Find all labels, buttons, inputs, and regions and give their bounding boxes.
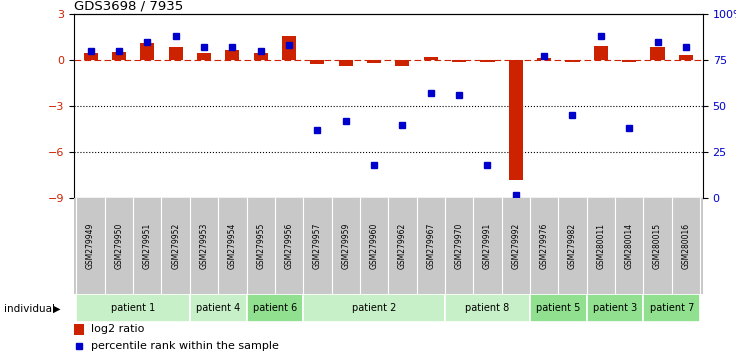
Bar (311, 60, 325, 64)
Text: individual: individual (4, 304, 54, 314)
Text: GSM279950: GSM279950 (115, 223, 124, 269)
Text: patient 5: patient 5 (536, 303, 581, 313)
Text: GSM280016: GSM280016 (682, 223, 690, 269)
Text: patient 1: patient 1 (111, 303, 155, 313)
Bar (622, 60, 636, 62)
Bar (197, 52, 211, 60)
Text: GSM279967: GSM279967 (426, 223, 435, 269)
Text: GSM279952: GSM279952 (171, 223, 180, 269)
Bar (587, 295, 643, 321)
Bar (247, 295, 303, 321)
Bar (565, 60, 579, 62)
Bar (643, 295, 700, 321)
Bar (537, 58, 551, 60)
Text: GSM280014: GSM280014 (625, 223, 634, 269)
Text: GSM279957: GSM279957 (313, 223, 322, 269)
Text: patient 2: patient 2 (352, 303, 396, 313)
Text: GSM279976: GSM279976 (539, 223, 548, 269)
Bar (395, 60, 409, 65)
Text: GSM279962: GSM279962 (398, 223, 407, 269)
Text: GSM279959: GSM279959 (342, 223, 350, 269)
Text: GSM279960: GSM279960 (369, 223, 378, 269)
Bar (77, 295, 190, 321)
Bar (679, 55, 693, 60)
Bar (594, 46, 608, 60)
Bar (141, 43, 155, 60)
Bar (83, 53, 98, 60)
Bar (303, 295, 445, 321)
Bar (367, 60, 381, 63)
Text: patient 7: patient 7 (649, 303, 694, 313)
Bar (424, 57, 438, 60)
Bar (651, 47, 665, 60)
Bar (509, 60, 523, 180)
Bar (452, 60, 466, 62)
Text: GSM279955: GSM279955 (256, 223, 265, 269)
Text: patient 3: patient 3 (593, 303, 637, 313)
Text: GSM280011: GSM280011 (596, 223, 605, 269)
Text: GSM279953: GSM279953 (199, 223, 208, 269)
Text: GSM280015: GSM280015 (653, 223, 662, 269)
Bar (190, 295, 247, 321)
Text: GSM279982: GSM279982 (568, 223, 577, 269)
Bar (445, 295, 530, 321)
Text: GSM279970: GSM279970 (455, 223, 464, 269)
Text: GSM279991: GSM279991 (483, 223, 492, 269)
Bar (530, 295, 587, 321)
Bar (74, 324, 84, 335)
Bar (225, 50, 239, 60)
Text: GSM279949: GSM279949 (86, 223, 95, 269)
Text: log2 ratio: log2 ratio (91, 325, 144, 335)
Bar (254, 53, 268, 60)
Bar (112, 52, 126, 60)
Text: GSM279954: GSM279954 (228, 223, 237, 269)
Bar (481, 60, 495, 62)
Bar (169, 47, 183, 60)
Text: GDS3698 / 7935: GDS3698 / 7935 (74, 0, 183, 13)
Text: GSM279956: GSM279956 (285, 223, 294, 269)
Text: patient 6: patient 6 (252, 303, 297, 313)
Text: patient 4: patient 4 (196, 303, 240, 313)
Text: patient 8: patient 8 (465, 303, 509, 313)
Text: percentile rank within the sample: percentile rank within the sample (91, 341, 279, 351)
Text: GSM279951: GSM279951 (143, 223, 152, 269)
Text: GSM279992: GSM279992 (512, 223, 520, 269)
Text: ▶: ▶ (53, 304, 60, 314)
Bar (339, 60, 353, 66)
Bar (282, 36, 296, 60)
